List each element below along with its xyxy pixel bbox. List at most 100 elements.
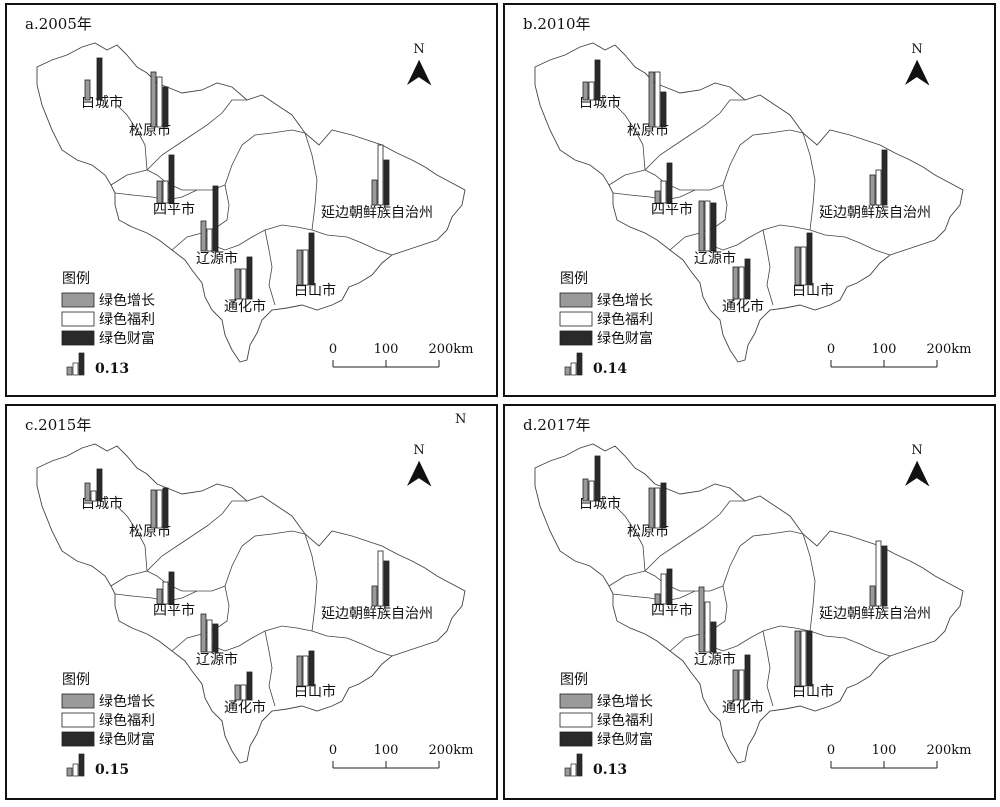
region-label: 辽源市 <box>694 250 736 267</box>
scale-label: 100 <box>374 743 399 758</box>
region-label: 通化市 <box>224 699 266 716</box>
wealth-bar <box>744 654 751 701</box>
city-boundary <box>114 585 226 602</box>
growth-bar <box>698 586 705 653</box>
wealth-bar <box>246 256 253 300</box>
welfare-bar <box>156 489 163 529</box>
legend-size-bar <box>564 366 571 376</box>
city-boundary <box>304 132 318 231</box>
growth-bar <box>648 487 655 529</box>
region-label: 辽源市 <box>694 651 736 668</box>
province-outline <box>534 42 964 363</box>
wealth-bar <box>162 86 169 128</box>
wealth-bar <box>212 623 219 653</box>
city-boundary <box>699 625 811 652</box>
growth-bar <box>156 180 163 204</box>
north-arrow-icon <box>905 60 917 85</box>
north-label: N <box>911 42 922 57</box>
welfare-bar <box>875 169 882 206</box>
wealth-bar <box>710 621 717 653</box>
legend-swatch-welfare <box>61 712 95 728</box>
wealth-bar <box>96 57 103 101</box>
welfare-bar <box>660 573 667 605</box>
growth-bar <box>156 588 163 605</box>
welfare-bar <box>654 487 661 529</box>
wealth-bar <box>594 59 601 101</box>
city-boundary <box>116 104 148 171</box>
wealth-bar <box>744 258 751 300</box>
city-boundary <box>802 533 816 632</box>
wealth-bar <box>308 650 315 687</box>
region-label: 辽源市 <box>196 651 238 668</box>
wealth-bar <box>806 232 813 286</box>
scale-label: 100 <box>872 743 897 758</box>
region-label: 白山市 <box>792 683 834 700</box>
growth-bar <box>234 268 241 300</box>
legend-size-bar <box>66 767 73 777</box>
wealth-bar <box>168 571 175 605</box>
legend-size-bar <box>78 753 85 777</box>
legend-scale-value: 0.15 <box>95 762 129 778</box>
city-boundary <box>612 184 724 201</box>
city-boundary <box>614 505 646 572</box>
legend-swatch-growth <box>61 693 95 709</box>
welfare-bar <box>162 180 169 204</box>
legend-label: 绿色福利 <box>99 712 155 729</box>
map-panel-2010: 白城市 松原市 四平市 辽源市 通化市 白山市 延边朝鲜族自治州 N 图例 绿色增长 绿色福利 绿色财… <box>503 3 996 397</box>
city-boundary <box>110 99 247 186</box>
wealth-bar <box>666 568 673 605</box>
scale-label: 200km <box>926 342 971 357</box>
legend-swatch-growth <box>559 292 593 308</box>
city-boundary <box>201 224 313 251</box>
scale-label: 0 <box>827 743 835 758</box>
wealth-bar <box>881 149 888 206</box>
welfare-bar <box>90 490 97 502</box>
panel-title: b.2010年 <box>523 15 591 33</box>
city-boundary <box>224 129 306 186</box>
legend-size-bar <box>576 753 583 777</box>
legend-label: 绿色福利 <box>597 311 653 328</box>
wealth-bar <box>308 232 315 286</box>
city-boundary <box>608 500 745 587</box>
growth-bar <box>732 669 739 701</box>
region-label: 通化市 <box>722 699 764 716</box>
wealth-bar <box>383 560 390 607</box>
legend-title: 图例 <box>560 672 588 688</box>
wealth-bar <box>881 545 888 607</box>
legend-swatch-welfare <box>559 712 593 728</box>
region-label: 白城市 <box>81 94 123 111</box>
wealth-bar <box>212 185 219 252</box>
city-boundary <box>304 533 318 632</box>
growth-bar <box>654 593 661 605</box>
growth-bar <box>794 630 801 687</box>
growth-bar <box>698 200 705 252</box>
growth-bar <box>869 585 876 607</box>
growth-bar <box>582 81 589 101</box>
welfare-bar <box>162 581 169 605</box>
wealth-bar <box>383 159 390 206</box>
legend-swatch-welfare <box>61 311 95 327</box>
growth-bar <box>150 71 157 128</box>
scale-label: 200km <box>428 342 473 357</box>
wealth-bar <box>666 162 673 204</box>
welfare-bar <box>302 249 309 286</box>
region-label: 白山市 <box>294 683 336 700</box>
legend-swatch-growth <box>61 292 95 308</box>
legend-label: 绿色财富 <box>597 330 653 347</box>
legend-size-bar <box>570 362 577 376</box>
legend-swatch-growth <box>559 693 593 709</box>
region-label: 四平市 <box>153 201 195 218</box>
north-arrow-icon <box>407 461 419 486</box>
map-svg: 白城市松原市四平市辽源市通化市白山市延边朝鲜族自治州N图例绿色增长绿色福利绿色财… <box>534 42 972 377</box>
growth-bar <box>296 249 303 286</box>
growth-bar <box>869 174 876 206</box>
legend-label: 绿色增长 <box>99 693 155 710</box>
welfare-bar <box>588 81 595 101</box>
welfare-bar <box>738 266 745 300</box>
map-svg: 白城市松原市四平市辽源市通化市白山市延边朝鲜族自治州N图例绿色增长绿色福利绿色财… <box>36 42 474 377</box>
city-boundary <box>762 630 774 707</box>
city-boundary <box>699 224 811 251</box>
welfare-bar <box>704 601 711 653</box>
welfare-bar <box>156 76 163 128</box>
region-label: 辽源市 <box>196 250 238 267</box>
